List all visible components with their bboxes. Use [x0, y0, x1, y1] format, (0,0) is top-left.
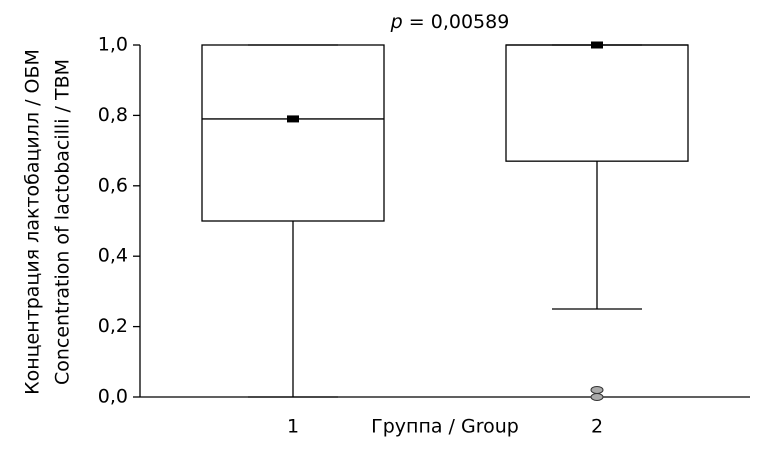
- outlier: [590, 393, 604, 401]
- p-text: = 0,00589: [409, 11, 510, 33]
- p-value: p = 0,00589: [390, 11, 510, 33]
- median-marker: [287, 115, 299, 123]
- y-tick-label: 0,8: [98, 104, 128, 126]
- median-marker: [591, 41, 603, 49]
- y-tick-label: 0,2: [98, 315, 128, 337]
- box: [505, 44, 689, 162]
- p-symbol: p: [390, 11, 403, 33]
- box: [201, 44, 385, 222]
- x-axis-label: Группа / Group: [371, 416, 519, 438]
- y-tick-label: 0,4: [98, 245, 128, 267]
- x-tick-label: 1: [287, 416, 299, 438]
- x-tick-label: 2: [591, 416, 603, 438]
- y-tick-label: 0,6: [98, 174, 128, 196]
- y-axis-label: Concentration of lactobacilli / ТВМ: [52, 59, 74, 385]
- y-tick-label: 0,0: [98, 386, 128, 408]
- outlier: [590, 385, 604, 394]
- y-axis-label: Концентрация лактобацилл / ОБМ: [22, 49, 44, 395]
- y-tick-label: 1,0: [98, 34, 128, 56]
